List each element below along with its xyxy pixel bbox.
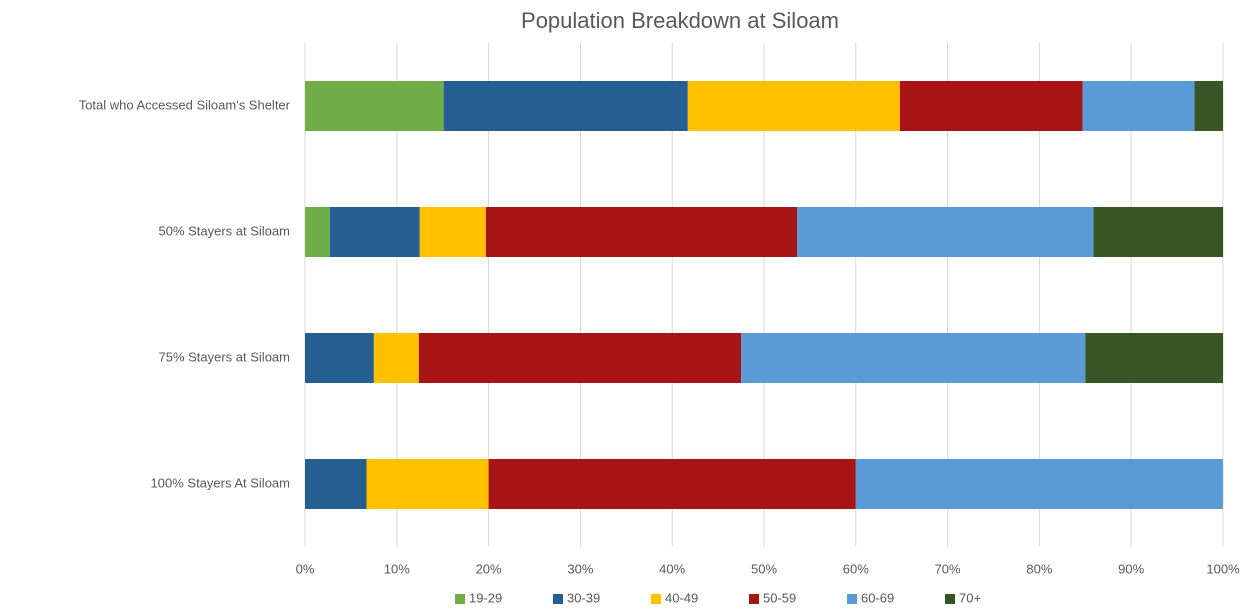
legend-label: 60-69	[861, 590, 894, 605]
bar-segment	[329, 207, 420, 257]
bar-segment	[797, 207, 1094, 257]
bar-segment	[687, 81, 900, 131]
legend-label: 50-59	[763, 590, 796, 605]
x-tick-label: 0%	[296, 561, 315, 576]
bar-segment	[305, 459, 367, 509]
x-tick-label: 100%	[1206, 561, 1240, 576]
bar-segment	[366, 459, 489, 509]
bar-segment	[443, 81, 688, 131]
x-tick-label: 40%	[659, 561, 685, 576]
chart-title: Population Breakdown at Siloam	[521, 8, 839, 33]
legend-label: 19-29	[469, 590, 502, 605]
bar-segment	[1093, 207, 1223, 257]
x-tick-label: 10%	[384, 561, 410, 576]
legend-label: 40-49	[665, 590, 698, 605]
legend-swatch	[553, 594, 563, 604]
legend-swatch	[651, 594, 661, 604]
legend-swatch	[945, 594, 955, 604]
x-tick-label: 50%	[751, 561, 777, 576]
legend-label: 70+	[959, 590, 981, 605]
legend-swatch	[749, 594, 759, 604]
bar-segment	[1082, 81, 1195, 131]
y-tick-label: 100% Stayers At Siloam	[151, 475, 290, 490]
x-tick-label: 30%	[567, 561, 593, 576]
legend-swatch	[455, 594, 465, 604]
bar-segment	[855, 459, 1223, 509]
bar-segment	[485, 207, 798, 257]
bar-segment	[899, 81, 1083, 131]
bar-segment	[741, 333, 1086, 383]
x-tick-label: 80%	[1026, 561, 1052, 576]
bar-segment	[1194, 81, 1223, 131]
bar-segment	[305, 81, 444, 131]
y-tick-label: 50% Stayers at Siloam	[158, 223, 290, 238]
bar-segment	[418, 333, 742, 383]
x-tick-label: 60%	[843, 561, 869, 576]
bar-segment	[419, 207, 486, 257]
y-tick-label: Total who Accessed Siloam's Shelter	[79, 97, 291, 112]
bar-segment	[488, 459, 856, 509]
bar-segment	[305, 333, 374, 383]
x-tick-label: 70%	[935, 561, 961, 576]
legend-label: 30-39	[567, 590, 600, 605]
bar-segment	[305, 207, 330, 257]
x-tick-label: 90%	[1118, 561, 1144, 576]
bar-segment	[1085, 333, 1223, 383]
bar-segment	[373, 333, 419, 383]
legend-swatch	[847, 594, 857, 604]
y-tick-label: 75% Stayers at Siloam	[158, 349, 290, 364]
x-tick-label: 20%	[476, 561, 502, 576]
